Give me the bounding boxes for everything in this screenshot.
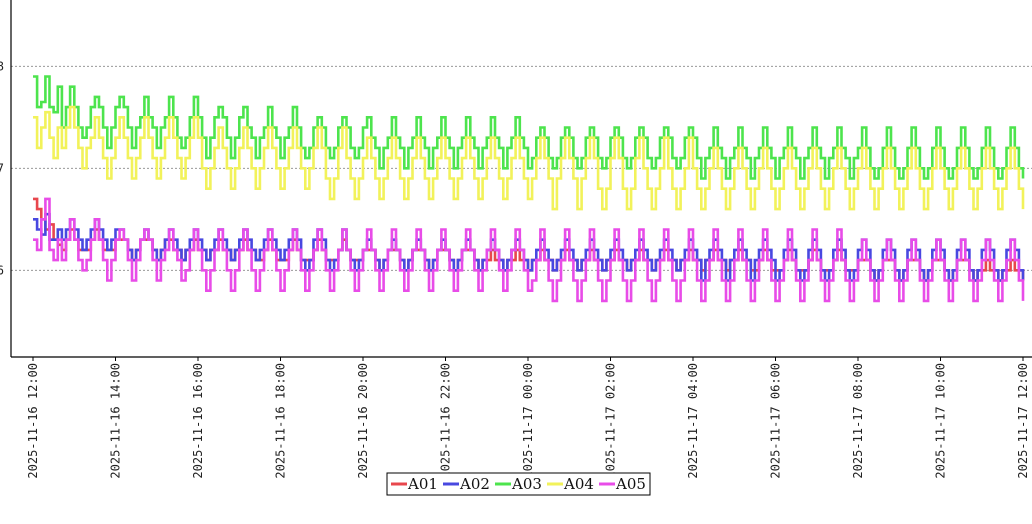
x-tick-label: 2025-11-17 06:00 — [769, 363, 783, 479]
series-line-a05 — [33, 197, 1025, 303]
y-tick-label: 8 — [0, 59, 4, 73]
legend-label: A04 — [563, 475, 594, 493]
x-ticks: 2025-11-16 12:00 2025-11-16 14:00 2025-11-… — [26, 357, 1030, 479]
legend: A01 A02 A03 A04 A05 — [386, 472, 651, 496]
legend-box — [386, 472, 651, 496]
series-line-a04 — [33, 105, 1025, 211]
x-tick-label: 2025-11-17 10:00 — [934, 363, 948, 479]
legend-label: A03 — [511, 475, 542, 493]
x-tick-label: 2025-11-17 12:00 — [1016, 363, 1030, 479]
x-tick-label: 2025-11-17 08:00 — [851, 363, 865, 479]
x-tick-label: 2025-11-16 12:00 — [26, 363, 40, 479]
axes — [10, 0, 1032, 358]
x-tick-label: 2025-11-17 02:00 — [604, 363, 618, 479]
series-lines — [33, 75, 1025, 303]
x-tick-label: 2025-11-16 22:00 — [439, 363, 453, 479]
y-tick-label: 6 — [0, 263, 4, 277]
x-tick-label: 2025-11-16 14:00 — [109, 363, 123, 479]
x-tick-label: 2025-11-16 18:00 — [274, 363, 288, 479]
x-tick-label: 2025-11-16 16:00 — [191, 363, 205, 479]
x-tick-label: 2025-11-16 20:00 — [356, 363, 370, 479]
legend-label: A05 — [615, 475, 646, 493]
x-tick-label: 2025-11-17 04:00 — [686, 363, 700, 479]
legend-label: A01 — [407, 475, 438, 493]
legend-label: A02 — [459, 475, 490, 493]
x-tick-label: 2025-11-17 00:00 — [521, 363, 535, 479]
y-tick-label: 7 — [0, 161, 4, 175]
series-line-a02 — [33, 212, 1025, 282]
y-ticks: 6 7 8 — [0, 59, 4, 277]
